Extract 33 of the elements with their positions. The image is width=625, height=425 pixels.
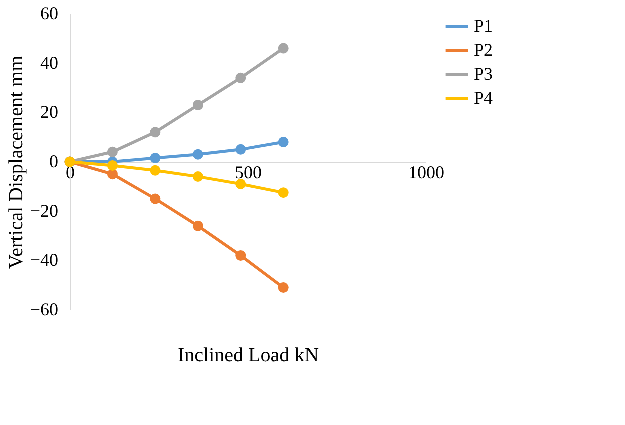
legend-label: P3 [474,64,494,84]
x-tick-label: 500 [235,162,262,182]
y-tick-label: 60 [40,4,58,24]
point [150,165,161,176]
point [150,127,161,138]
legend-label: P2 [474,40,494,60]
point [236,72,246,84]
point [278,282,289,294]
point [192,172,204,182]
point [192,220,204,232]
x-axis-title: Inclined Load kN [178,344,320,366]
point [278,137,289,148]
point [107,160,118,171]
y-tick-label: −40 [30,250,58,270]
point [150,194,161,204]
y-tick-label: −60 [30,300,58,320]
point [236,178,246,190]
point [107,146,118,158]
point [278,43,289,54]
legend-label: P4 [474,88,494,108]
point [192,149,204,160]
point [150,153,161,164]
y-tick-label: 40 [40,52,58,73]
legend-label: P1 [474,16,494,36]
y-tick-label: −20 [30,200,58,221]
x-tick-label: 1000 [408,162,444,182]
point [192,100,204,110]
y-tick-label: 20 [40,102,58,122]
point [107,169,118,180]
point [236,250,246,261]
y-axis-title: Vertical Displacement mm [5,55,28,270]
point [278,188,289,198]
point [236,144,246,155]
